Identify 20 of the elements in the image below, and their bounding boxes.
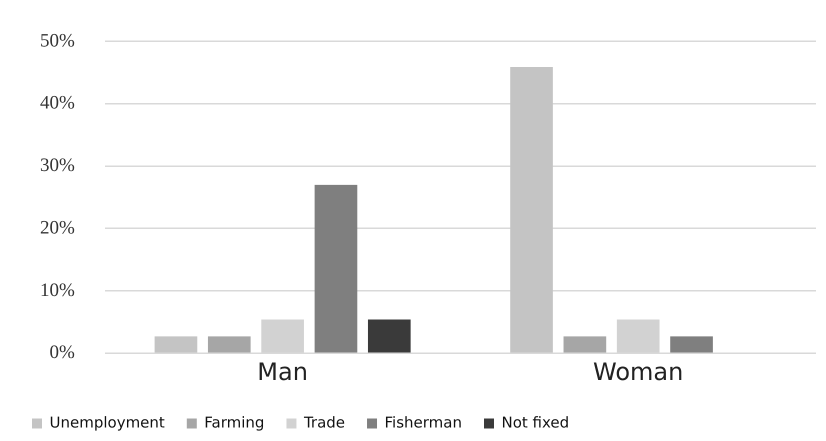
y-tick-label: 20% (40, 217, 75, 238)
legend-label: Fisherman (384, 413, 462, 432)
bar (208, 336, 251, 352)
bar (564, 336, 606, 352)
y-tick-label: 30% (40, 155, 75, 176)
bar (670, 336, 713, 352)
y-tick-label: 50% (40, 30, 75, 52)
bar (314, 184, 358, 352)
y-tick-label: 40% (40, 92, 75, 114)
legend-label: Unemployment (50, 413, 165, 432)
bar (154, 336, 198, 352)
x-tick-label: Woman (593, 358, 684, 386)
bar (510, 66, 553, 352)
bar (368, 320, 411, 352)
y-tick-label: 0% (50, 342, 75, 364)
legend-label: Not fixed (501, 413, 570, 432)
legend-label: Farming (204, 413, 264, 432)
x-tick-label: Man (257, 358, 308, 386)
legend-label: Trade (302, 413, 346, 432)
y-tick-label: 10% (40, 280, 75, 301)
